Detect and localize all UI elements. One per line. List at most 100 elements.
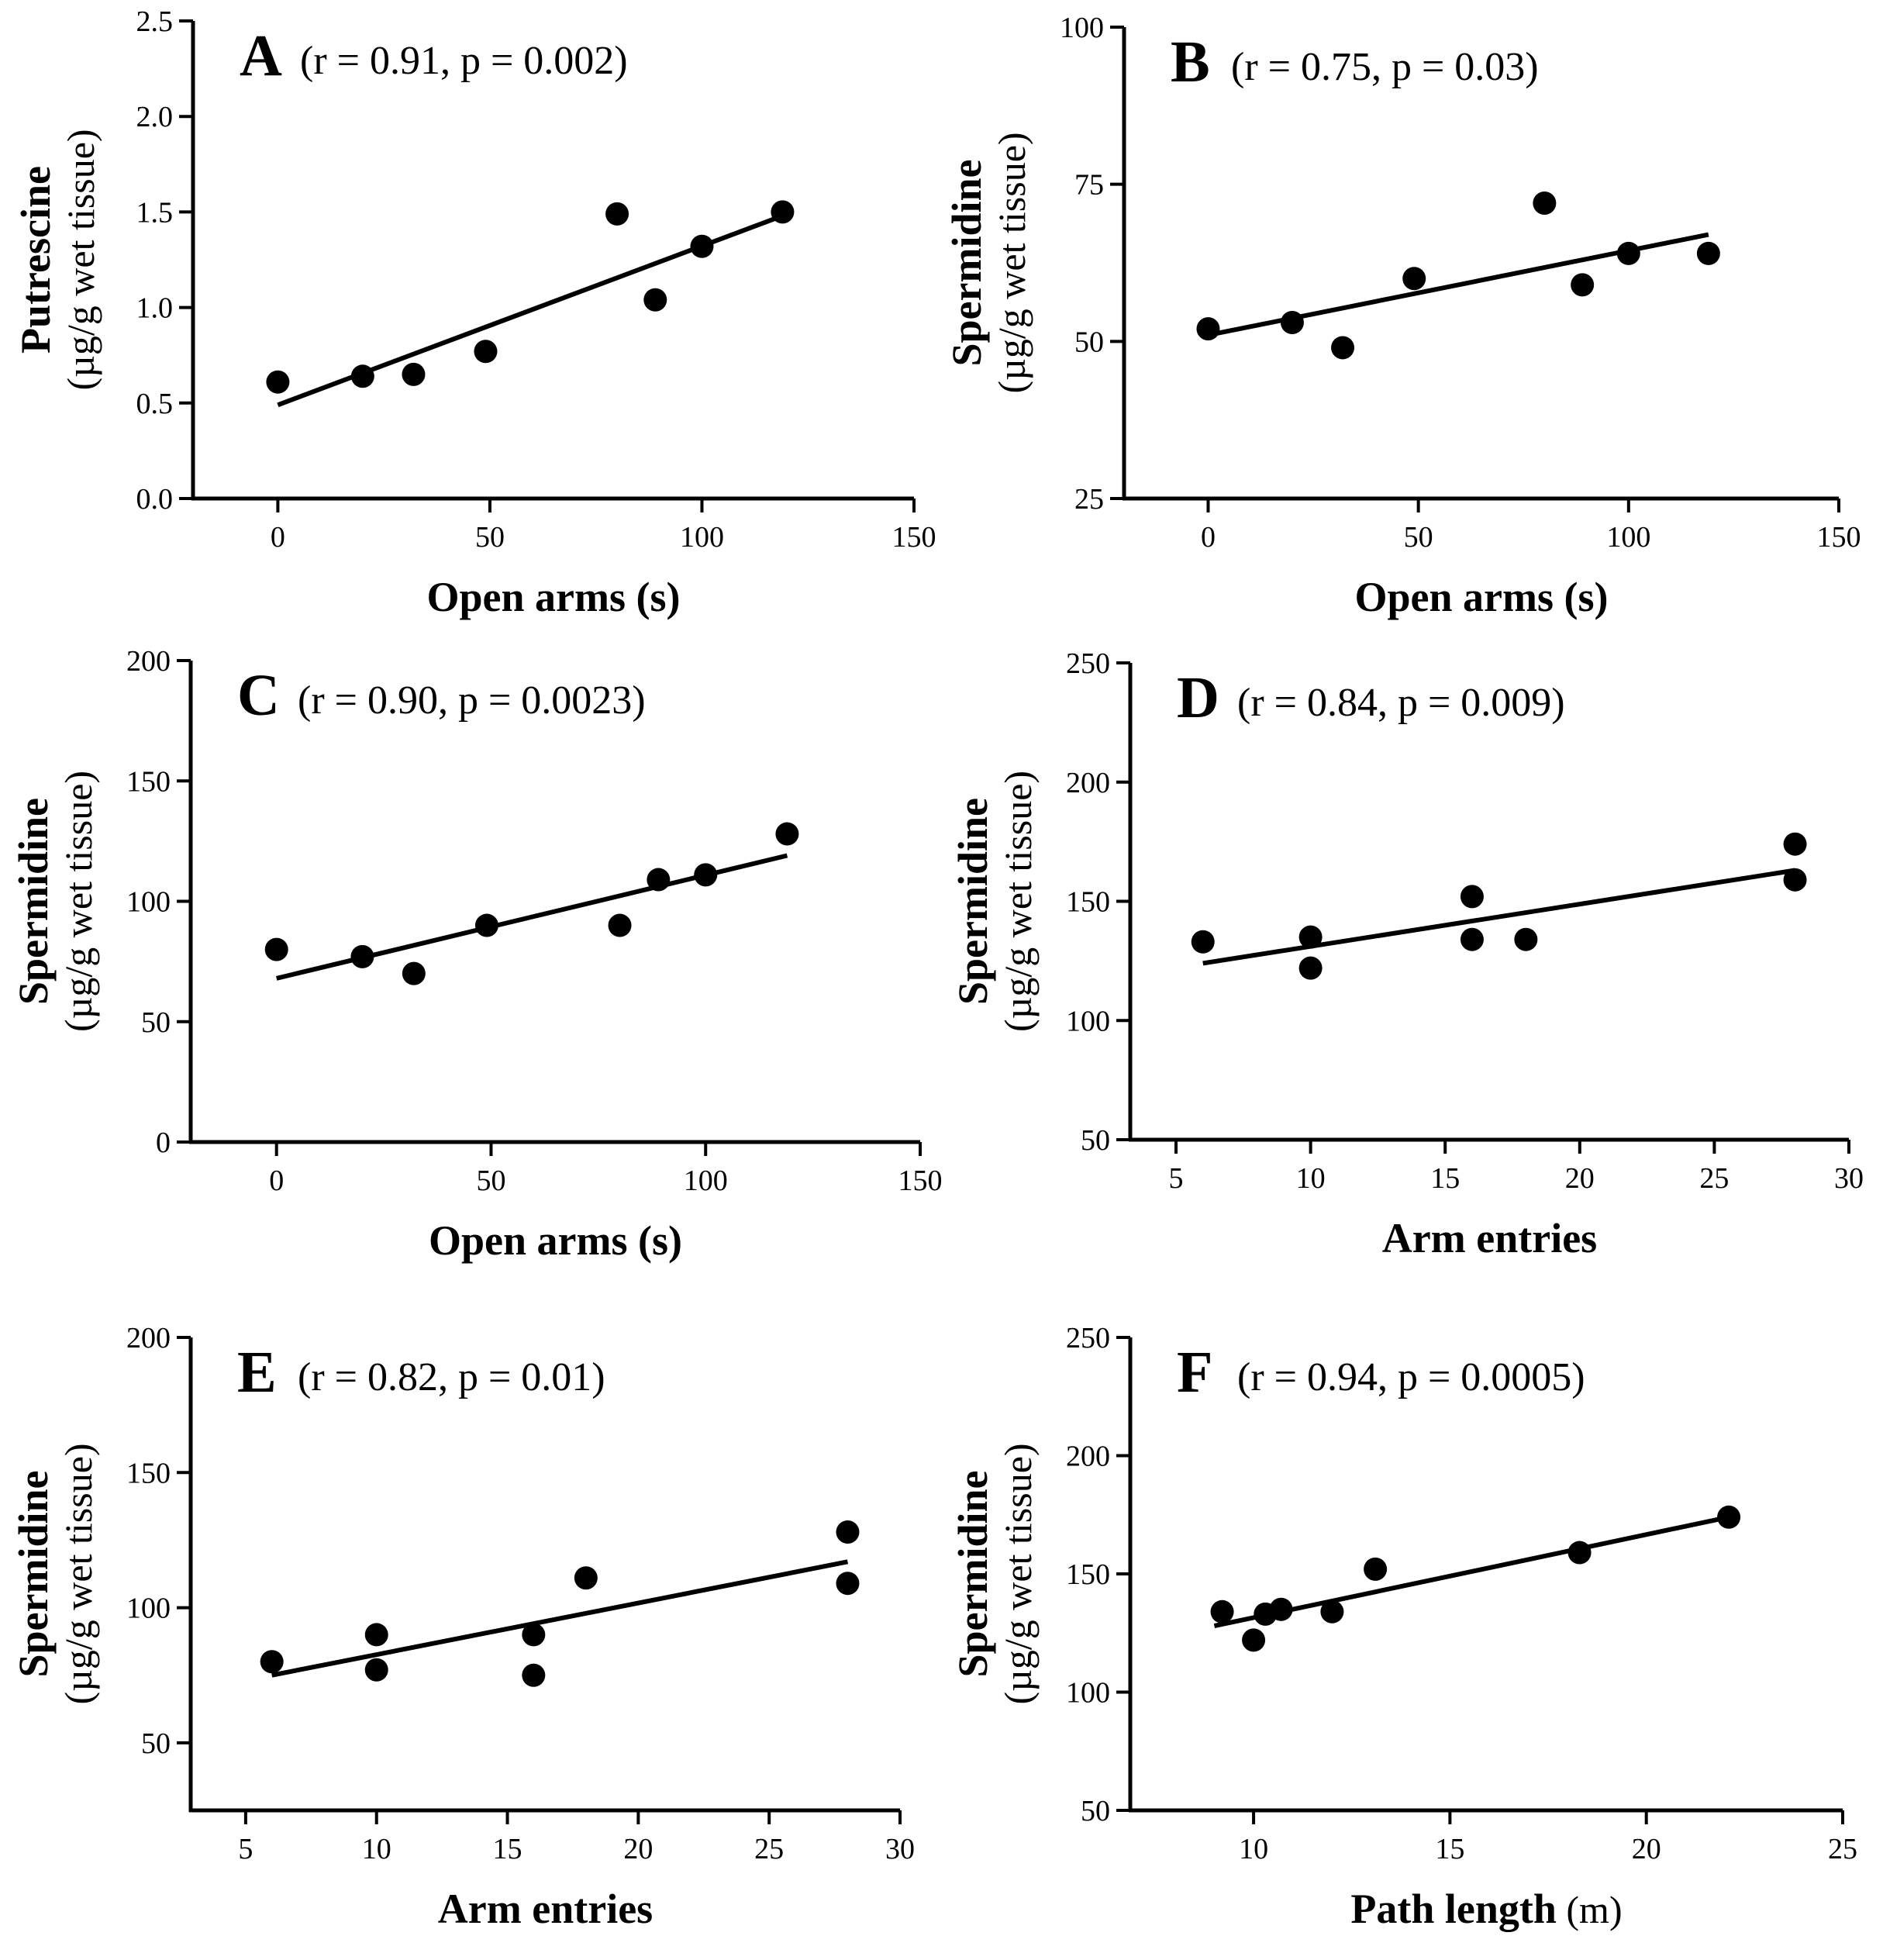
y-tick-label: 100: [1066, 1005, 1110, 1037]
y-tick-label: 50: [1074, 326, 1104, 358]
y-axis-unit: (µg/g wet tissue): [57, 771, 100, 1032]
y-tick-label: 200: [1066, 1441, 1110, 1473]
x-tick-label: 15: [1430, 1162, 1460, 1195]
x-tick-label: 0: [271, 521, 285, 554]
data-point: [1783, 868, 1807, 892]
y-tick-label: 100: [1066, 1677, 1110, 1710]
data-point: [1331, 336, 1355, 360]
y-tick-label: 150: [126, 765, 171, 798]
y-tick-label: 0.5: [136, 388, 174, 420]
x-tick-label: 150: [892, 521, 936, 554]
data-point: [1514, 927, 1538, 951]
x-tick-label: 30: [885, 1833, 915, 1865]
data-point: [775, 822, 799, 846]
y-axis-label: Spermidine: [943, 159, 990, 366]
x-tick-label: 100: [680, 521, 724, 554]
correlation-stats: (r = 0.82, p = 0.01): [298, 1355, 605, 1399]
x-tick-label: 100: [1606, 521, 1650, 554]
x-tick-label: 50: [475, 521, 505, 554]
data-point: [690, 234, 714, 258]
panel-letter: B: [1171, 29, 1210, 95]
data-point: [1191, 930, 1215, 954]
data-point: [402, 362, 426, 386]
data-point: [266, 370, 290, 394]
y-tick-label: 75: [1074, 169, 1104, 202]
data-point: [364, 1623, 388, 1647]
correlation-stats: (r = 0.84, p = 0.009): [1237, 681, 1565, 725]
x-axis-label-main: Open arms (s): [429, 1217, 682, 1264]
y-axis-unit: (µg/g wet tissue): [990, 132, 1033, 393]
panel-d: 50 100 150 200 250 5 10 15 20 25 30 D (r = 0.84, p =…: [950, 647, 1864, 1261]
y-tick-label: 150: [1066, 886, 1110, 919]
data-point: [647, 868, 671, 892]
data-point: [474, 913, 498, 937]
panel-b: 25 50 75 100 0 50 100 150 B (r = 0.75, p = 0.03) O…: [943, 12, 1861, 620]
y-tick-label: 25: [1074, 483, 1104, 516]
panel-letter: D: [1177, 665, 1219, 730]
x-axis-label: Path length (m): [1350, 1886, 1622, 1932]
y-tick-label: 100: [126, 886, 171, 919]
data-point: [1320, 1599, 1344, 1624]
y-tick-label: 50: [141, 1727, 171, 1760]
x-tick-label: 20: [1565, 1162, 1595, 1195]
data-point: [574, 1566, 598, 1590]
y-tick-label: 0: [156, 1127, 171, 1159]
y-axis-label: Spermidine: [10, 1470, 57, 1677]
y-tick-label: 100: [1060, 12, 1104, 44]
data-point: [260, 1650, 284, 1674]
data-point: [522, 1623, 546, 1647]
data-point: [771, 200, 795, 224]
x-tick-label: 15: [1435, 1833, 1464, 1865]
y-axis-label: Spermidine: [950, 798, 996, 1005]
x-axis-label-unit: (m): [1557, 1888, 1623, 1931]
data-point: [264, 937, 288, 961]
x-tick-label: 5: [238, 1833, 253, 1865]
x-tick-label: 50: [1404, 521, 1433, 554]
panel-c: 0 50 100 150 200 0 50 100 150 C (r = 0.90, p = 0.0…: [10, 645, 943, 1264]
data-point: [643, 288, 667, 312]
y-tick-label: 200: [1066, 767, 1110, 799]
data-point: [1696, 241, 1720, 265]
data-point: [1717, 1505, 1741, 1529]
data-point: [522, 1663, 546, 1687]
x-axis-label: Open arms (s): [429, 1217, 682, 1264]
y-tick-label: 2.5: [136, 5, 174, 38]
regression-line: [1213, 1514, 1730, 1629]
x-tick-label: 100: [684, 1165, 728, 1197]
panel-letter: A: [240, 23, 282, 88]
data-point: [1364, 1557, 1388, 1581]
x-tick-label: 0: [1201, 521, 1216, 554]
y-tick-label: 50: [1081, 1124, 1110, 1157]
x-axis-label: Arm entries: [438, 1886, 653, 1932]
y-axis-unit: (µg/g wet tissue): [57, 1443, 100, 1704]
y-tick-label: 0.0: [136, 483, 174, 516]
y-axis-unit: (µg/g wet tissue): [996, 771, 1040, 1032]
x-tick-label: 25: [754, 1833, 784, 1865]
x-axis-label: Open arms (s): [1355, 574, 1609, 620]
y-tick-label: 150: [1066, 1558, 1110, 1591]
data-point: [402, 961, 426, 985]
data-point: [364, 1658, 388, 1682]
x-tick-label: 10: [362, 1833, 391, 1865]
x-tick-label: 25: [1699, 1162, 1729, 1195]
data-point: [1460, 885, 1484, 909]
panel-letter: E: [237, 1340, 277, 1405]
panel-letter: C: [237, 663, 280, 728]
x-axis-label-main: Arm entries: [1382, 1215, 1597, 1261]
data-point: [474, 340, 498, 364]
y-tick-label: 1.0: [136, 292, 174, 325]
x-axis-label: Arm entries: [1382, 1215, 1597, 1261]
y-tick-label: 200: [126, 1322, 171, 1354]
data-point: [1242, 1628, 1266, 1652]
x-tick-label: 10: [1239, 1833, 1268, 1865]
x-tick-label: 25: [1828, 1833, 1857, 1865]
data-point: [1280, 311, 1304, 335]
y-axis-unit: (µg/g wet tissue): [996, 1443, 1040, 1704]
correlation-stats: (r = 0.90, p = 0.0023): [298, 678, 646, 723]
data-point: [1402, 267, 1426, 291]
x-axis-label-main: Open arms (s): [427, 574, 681, 620]
data-point: [1298, 925, 1323, 949]
x-tick-label: 5: [1169, 1162, 1184, 1195]
y-tick-label: 200: [126, 645, 171, 678]
data-point: [1616, 241, 1640, 265]
